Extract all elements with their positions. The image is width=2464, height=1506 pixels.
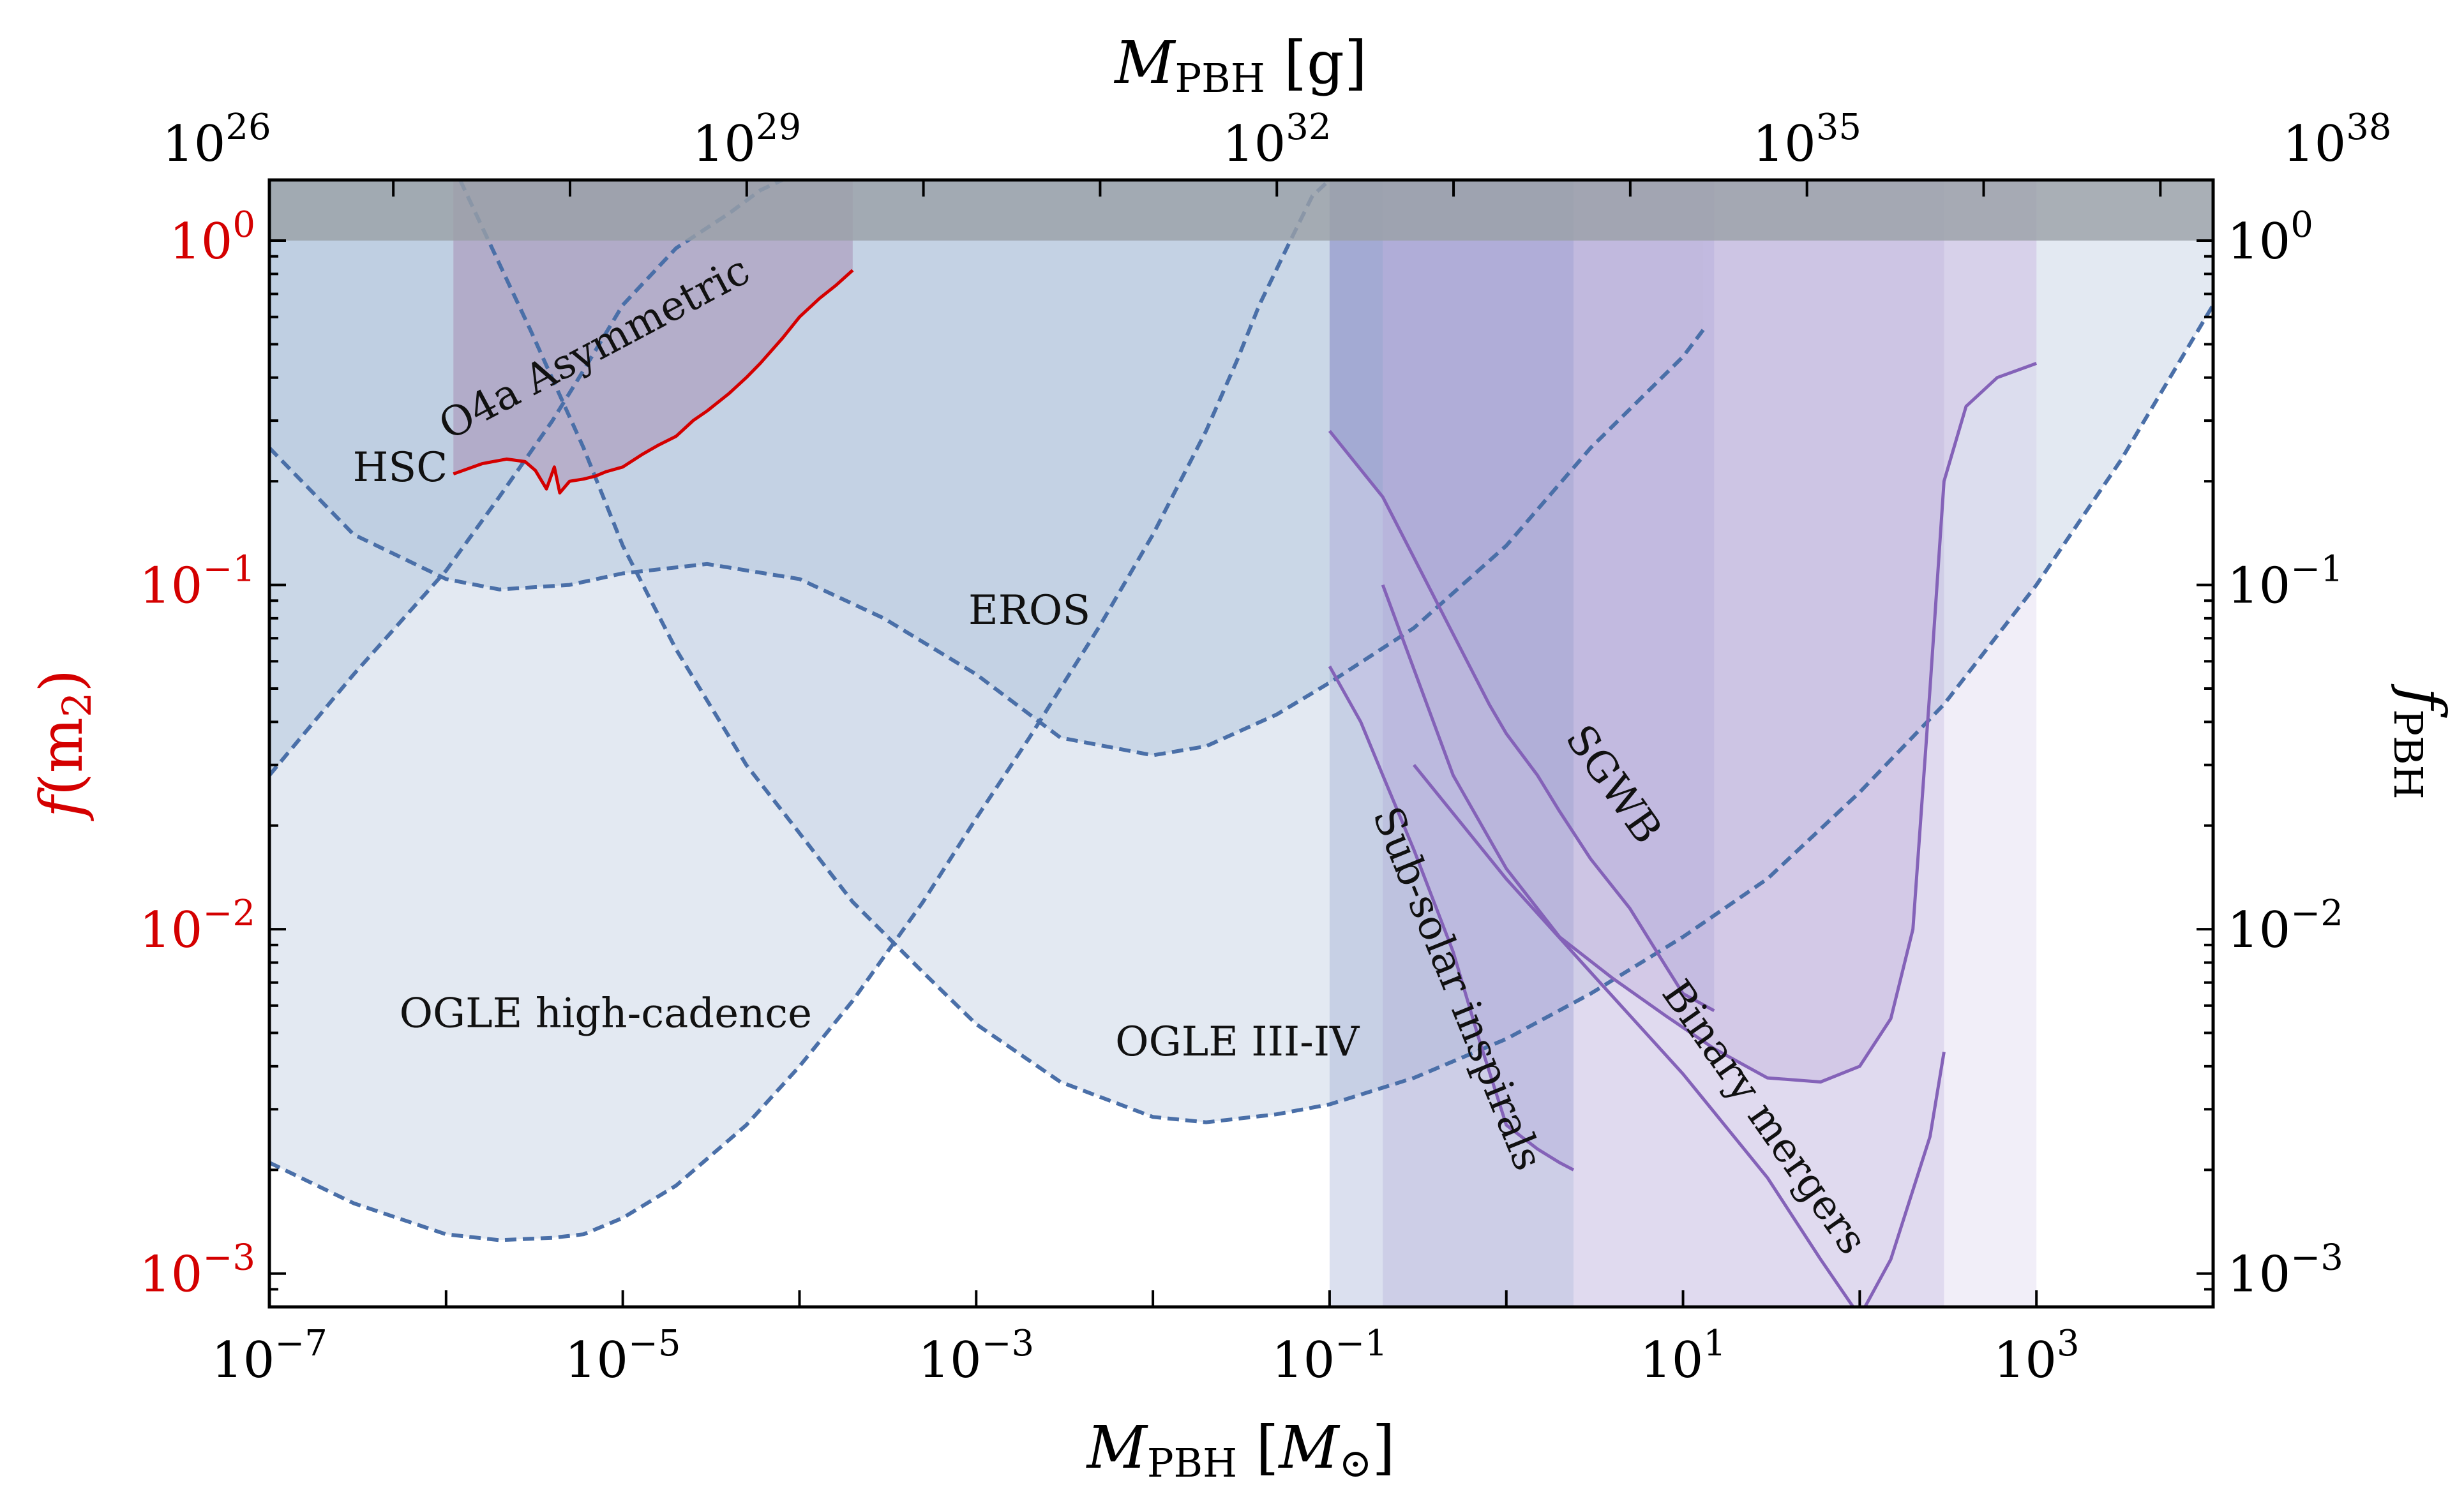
series-line-sgwb xyxy=(1328,429,1715,1012)
series-line-binary-mergers xyxy=(1381,362,2038,1084)
region-fill-binary-mergers xyxy=(1383,180,2037,1082)
x2-tick-label: 1029 xyxy=(693,107,802,173)
x-tick-label: 103 xyxy=(1994,1323,2080,1389)
x2-axis-label: MPBH [g] xyxy=(1113,29,1367,101)
x2-tick-label: 1035 xyxy=(1752,107,1861,173)
x2-tick-label: 1038 xyxy=(2283,107,2392,173)
series-line-binary-mergers-lower xyxy=(1413,764,1946,1307)
y-tick-label-right: 10−1 xyxy=(2227,549,2343,615)
series-line-ogle-high-cadence xyxy=(269,180,1331,1242)
y-axis-label-left: f(m2) xyxy=(27,669,100,822)
series-line-eros xyxy=(269,329,1705,757)
region-fill-hsc xyxy=(269,180,783,775)
tick-marks xyxy=(268,180,2214,1308)
x-tick-label: 10−5 xyxy=(565,1323,681,1389)
x2-tick-label: 1026 xyxy=(162,107,271,173)
y-tick-label-left: 10−2 xyxy=(139,893,255,959)
y-tick-label-left: 10−3 xyxy=(139,1237,255,1304)
y-tick-label-right: 100 xyxy=(2227,204,2313,271)
series-line-sub-solar-inspirals xyxy=(1328,665,1575,1172)
x2-tick-label: 1032 xyxy=(1222,107,1332,173)
x-tick-label: 10−1 xyxy=(1272,1323,1388,1389)
annotation-ogle-high-cadence: OGLE high-cadence xyxy=(400,990,812,1037)
plot-area xyxy=(269,180,2213,1307)
band-2 xyxy=(1574,180,2037,1307)
y-tick-label-right: 10−2 xyxy=(2227,893,2343,959)
annotation-ogle-iii-iv: OGLE III-IV xyxy=(1115,1018,1360,1066)
y-tick-label-right: 10−3 xyxy=(2227,1237,2343,1304)
band-1 xyxy=(1383,180,1944,1307)
annotation-eros: EROS xyxy=(968,587,1090,634)
tick-labels: 10−7 10−5 10−3 10−1 101 103 1026 1029 1032 1035 10… xyxy=(139,107,2391,1389)
annotation-hsc: HSC xyxy=(353,444,448,491)
x-tick-label: 10−7 xyxy=(211,1323,327,1389)
y-tick-label-left: 10−1 xyxy=(139,549,255,615)
unity-exclusion-band xyxy=(269,180,2213,241)
series-line-o4a-asymmetric xyxy=(453,269,854,495)
series-line-ogle-iii-iv xyxy=(458,180,2213,1124)
region-fill-o4a-asymmetric xyxy=(453,180,853,493)
x-axis-label: MPBH [M⊙] xyxy=(1086,1413,1395,1486)
x-tick-label: 10−3 xyxy=(918,1323,1034,1389)
y-tick-label-left: 100 xyxy=(169,204,255,271)
x-tick-label: 101 xyxy=(1640,1323,1726,1389)
plot-frame xyxy=(267,178,2215,1309)
